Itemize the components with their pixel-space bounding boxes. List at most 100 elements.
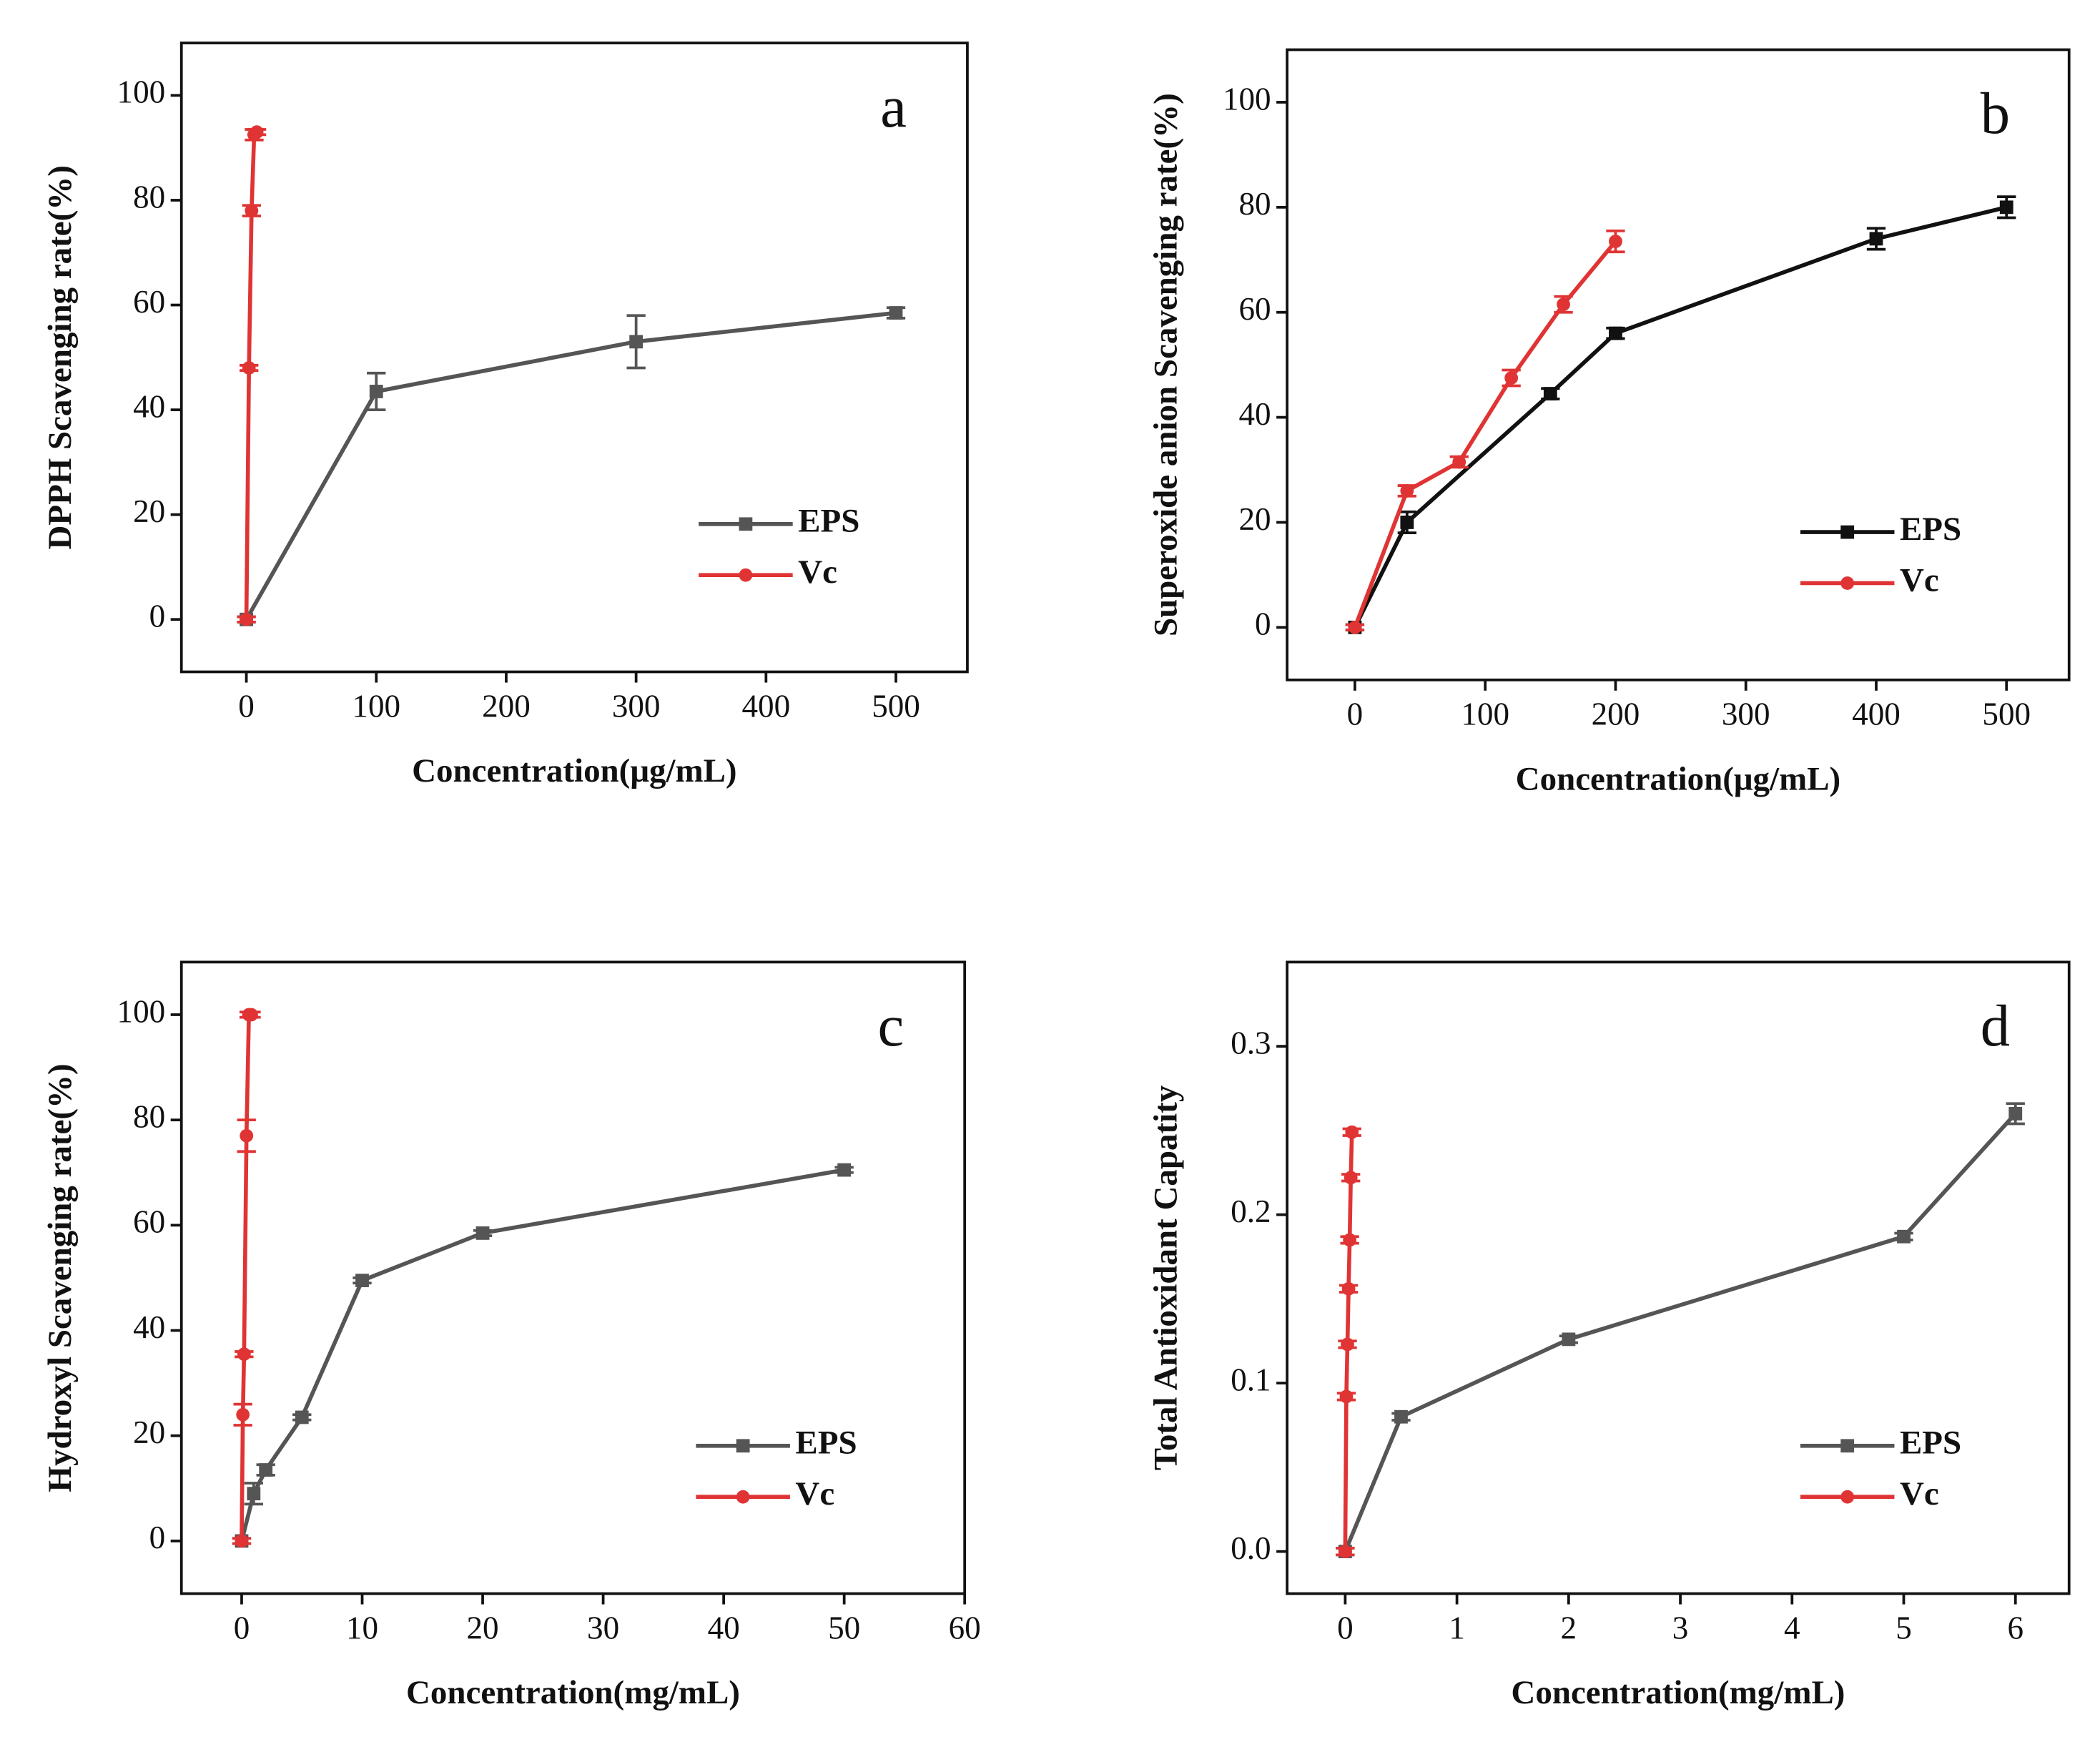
data-point bbox=[1452, 455, 1466, 469]
x-tick-label: 500 bbox=[872, 688, 920, 724]
chart-panel: 0 100 200 300 400 500020406080100Concentratio… bbox=[41, 41, 969, 789]
y-axis-label: Total Antioxidant Capatity bbox=[1148, 1085, 1185, 1470]
plot-frame bbox=[1286, 48, 2071, 681]
data-point bbox=[237, 1347, 251, 1362]
data-point bbox=[240, 612, 253, 626]
data-point bbox=[236, 1407, 250, 1422]
data-line bbox=[240, 1013, 252, 1541]
legend-label: EPS bbox=[798, 503, 859, 540]
legend-marker bbox=[736, 1490, 750, 1504]
x-axis-label: Concentration(μg/mL) bbox=[1516, 760, 1841, 797]
plot-frame bbox=[179, 41, 969, 674]
chart-panel: 0 10 20 30 40 50 60 0 20 40 60 80 100 Concentration(m… bbox=[41, 960, 981, 1711]
plot-frame bbox=[1286, 960, 2071, 1595]
data-point bbox=[1341, 1337, 1354, 1352]
data-point bbox=[247, 1487, 261, 1501]
data-point bbox=[475, 1226, 490, 1240]
data-point bbox=[245, 204, 259, 218]
y-tick-label: 60 bbox=[133, 284, 165, 320]
data-point bbox=[369, 385, 383, 398]
data-point bbox=[1394, 1409, 1408, 1424]
x-tick-label: 300 bbox=[612, 688, 661, 724]
data-point bbox=[1999, 200, 2013, 215]
x-tick-label: 10 bbox=[346, 1610, 378, 1645]
data-point bbox=[837, 1163, 852, 1177]
x-tick-label: 100 bbox=[352, 688, 400, 724]
y-tick-label: 80 bbox=[133, 1099, 165, 1135]
y-tick-label: 0.0 bbox=[1231, 1530, 1271, 1566]
legend-label: EPS bbox=[1900, 511, 1961, 548]
legend-marker bbox=[736, 1439, 750, 1453]
data-point bbox=[245, 1008, 258, 1022]
x-tick-label: 200 bbox=[482, 688, 531, 724]
data-point bbox=[1557, 297, 1570, 312]
data-point bbox=[629, 335, 644, 349]
data-point bbox=[242, 361, 256, 375]
data-point bbox=[295, 1410, 309, 1424]
x-tick-label: 1 bbox=[1449, 1610, 1465, 1645]
x-axis-label: Concentration(μg/mL) bbox=[412, 752, 737, 789]
y-tick-label: 20 bbox=[1239, 501, 1271, 537]
panel-label: d bbox=[1981, 993, 2010, 1058]
data-point bbox=[1609, 326, 1622, 340]
y-tick-label: 20 bbox=[133, 493, 165, 529]
data-point bbox=[1504, 371, 1519, 385]
x-tick-label: 4 bbox=[1784, 1610, 1800, 1645]
x-tick-label: 2 bbox=[1561, 1610, 1577, 1645]
y-tick-label: 80 bbox=[133, 179, 165, 215]
data-point bbox=[1400, 516, 1414, 529]
x-tick-label: 6 bbox=[2007, 1610, 2023, 1645]
data-line bbox=[1353, 240, 1617, 629]
legend-label: EPS bbox=[795, 1424, 857, 1462]
x-tick-label: 5 bbox=[1896, 1610, 1912, 1645]
panel-label: c bbox=[877, 993, 904, 1058]
data-point bbox=[1343, 1233, 1357, 1247]
y-tick-label: 40 bbox=[133, 388, 165, 424]
legend-label: Vc bbox=[795, 1475, 834, 1512]
y-tick-label: 40 bbox=[1239, 396, 1271, 432]
x-tick-label: 200 bbox=[1592, 697, 1640, 732]
legend-marker bbox=[1840, 525, 1855, 539]
plot-frame bbox=[179, 960, 967, 1595]
data-point bbox=[1338, 1545, 1352, 1559]
y-tick-label: 100 bbox=[117, 74, 166, 110]
x-tick-label: 20 bbox=[467, 1610, 499, 1645]
data-point bbox=[1869, 232, 1883, 246]
data-point bbox=[250, 125, 264, 139]
chart-panel: 0 100 200 300 400 500020406080100Concentratio… bbox=[1148, 48, 2071, 797]
data-point bbox=[1348, 620, 1362, 634]
legend-marker bbox=[739, 517, 753, 531]
chart-panel: 0 1 2 3 4 5 6 0.0 0.1 0.2 0.3 Concentration(mg/mL) T… bbox=[1148, 960, 2071, 1711]
data-line bbox=[1353, 205, 2007, 629]
y-axis-label: Hydroxyl Scavenging rate(%) bbox=[41, 1063, 79, 1492]
x-tick-label: 500 bbox=[1982, 697, 2031, 732]
x-tick-label: 300 bbox=[1722, 697, 1770, 732]
data-point bbox=[1400, 484, 1414, 498]
y-tick-label: 0 bbox=[149, 1520, 166, 1555]
legend-label: EPS bbox=[1900, 1424, 1961, 1462]
data-point bbox=[1897, 1229, 1911, 1244]
y-tick-label: 100 bbox=[117, 993, 166, 1029]
legend-marker bbox=[1840, 1439, 1855, 1453]
y-axis-label: Superoxide anion Scavenging rate(%) bbox=[1148, 93, 1185, 636]
data-point bbox=[1543, 387, 1557, 400]
x-tick-label: 100 bbox=[1461, 697, 1509, 732]
legend-marker bbox=[1840, 1490, 1855, 1504]
x-tick-label: 0 bbox=[238, 688, 255, 724]
x-tick-label: 40 bbox=[708, 1610, 740, 1645]
y-tick-label: 40 bbox=[133, 1309, 165, 1345]
legend-marker bbox=[1840, 576, 1855, 590]
data-line bbox=[245, 310, 897, 621]
data-point bbox=[889, 306, 903, 320]
data-point bbox=[1609, 235, 1622, 248]
x-tick-label: 3 bbox=[1672, 1610, 1689, 1645]
x-tick-label: 30 bbox=[587, 1610, 619, 1645]
y-tick-label: 0 bbox=[1255, 606, 1271, 642]
y-axis-label: DPPH Scavenging rate(%) bbox=[41, 165, 79, 549]
legend-label: Vc bbox=[1900, 561, 1939, 599]
data-line bbox=[240, 1168, 845, 1542]
data-point bbox=[1344, 1171, 1358, 1185]
x-tick-label: 0 bbox=[1347, 697, 1364, 732]
y-tick-label: 80 bbox=[1239, 186, 1271, 222]
